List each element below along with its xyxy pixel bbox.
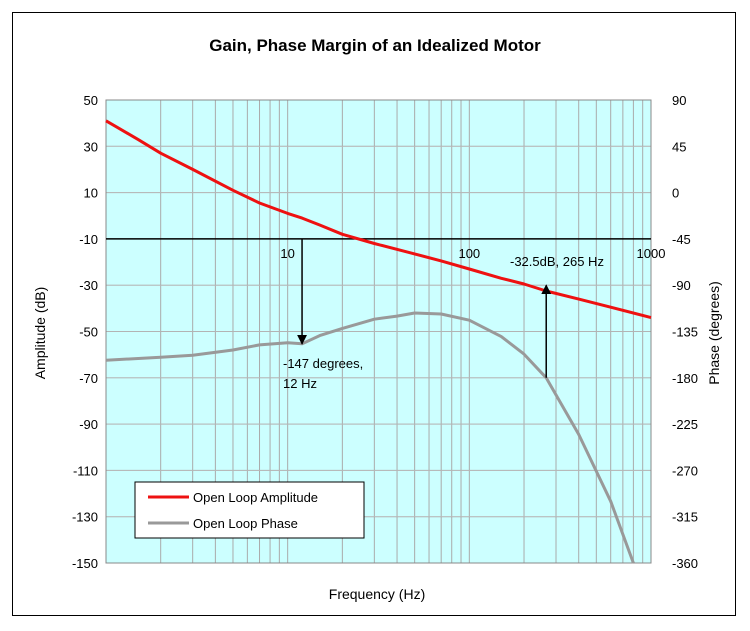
plot-border [105, 99, 652, 564]
y2-tick-label: -360 [672, 556, 698, 571]
y2-tick-label: -315 [672, 510, 698, 525]
legend: Open Loop Amplitude Open Loop Phase [134, 481, 365, 539]
y2-tick-label: 0 [672, 186, 679, 201]
y-axis-label: Amplitude (dB) [32, 287, 48, 380]
chart-frame: Gain, Phase Margin of an Idealized Motor… [12, 12, 736, 616]
series-line-2 [105, 311, 635, 564]
y-tick-label: -150 [72, 556, 98, 571]
x-tick-label: 10 [280, 246, 294, 261]
y-tick-label: -10 [79, 232, 98, 247]
y-tick-label: -90 [79, 417, 98, 432]
y-tick-label: 50 [84, 93, 98, 108]
y2-tick-label: 45 [672, 139, 686, 154]
legend-label: Open Loop Amplitude [193, 490, 318, 505]
annotation-label-1: -147 degrees, [283, 356, 363, 371]
annotation-label-2: -32.5dB, 265 Hz [510, 254, 604, 269]
y2-tick-label: -45 [672, 232, 691, 247]
y-tick-label: -70 [79, 371, 98, 386]
y2-tick-label: -270 [672, 463, 698, 478]
y2-tick-label: -90 [672, 278, 691, 293]
y-tick-label: -30 [79, 278, 98, 293]
legend-box [134, 481, 365, 539]
y-tick-label: -50 [79, 325, 98, 340]
y-tick-label: 10 [84, 186, 98, 201]
x-axis-label: Frequency (Hz) [329, 586, 425, 602]
chart: Gain, Phase Margin of an Idealized Motor… [32, 36, 722, 602]
y-tick-label: -130 [72, 510, 98, 525]
legend-label: Open Loop Phase [193, 516, 298, 531]
y2-tick-label: 90 [672, 93, 686, 108]
annotation-label-1: 12 Hz [283, 376, 317, 391]
y2-axis-label: Phase (degrees) [706, 281, 722, 385]
x-tick-label: 1000 [637, 246, 666, 261]
y-tick-label: 30 [84, 139, 98, 154]
y2-tick-label: -135 [672, 325, 698, 340]
y2-tick-label: -180 [672, 371, 698, 386]
chart-title: Gain, Phase Margin of an Idealized Motor [209, 36, 541, 55]
x-tick-label: 100 [458, 246, 480, 261]
y-tick-label: -110 [73, 463, 98, 478]
y2-tick-label: -225 [672, 417, 698, 432]
